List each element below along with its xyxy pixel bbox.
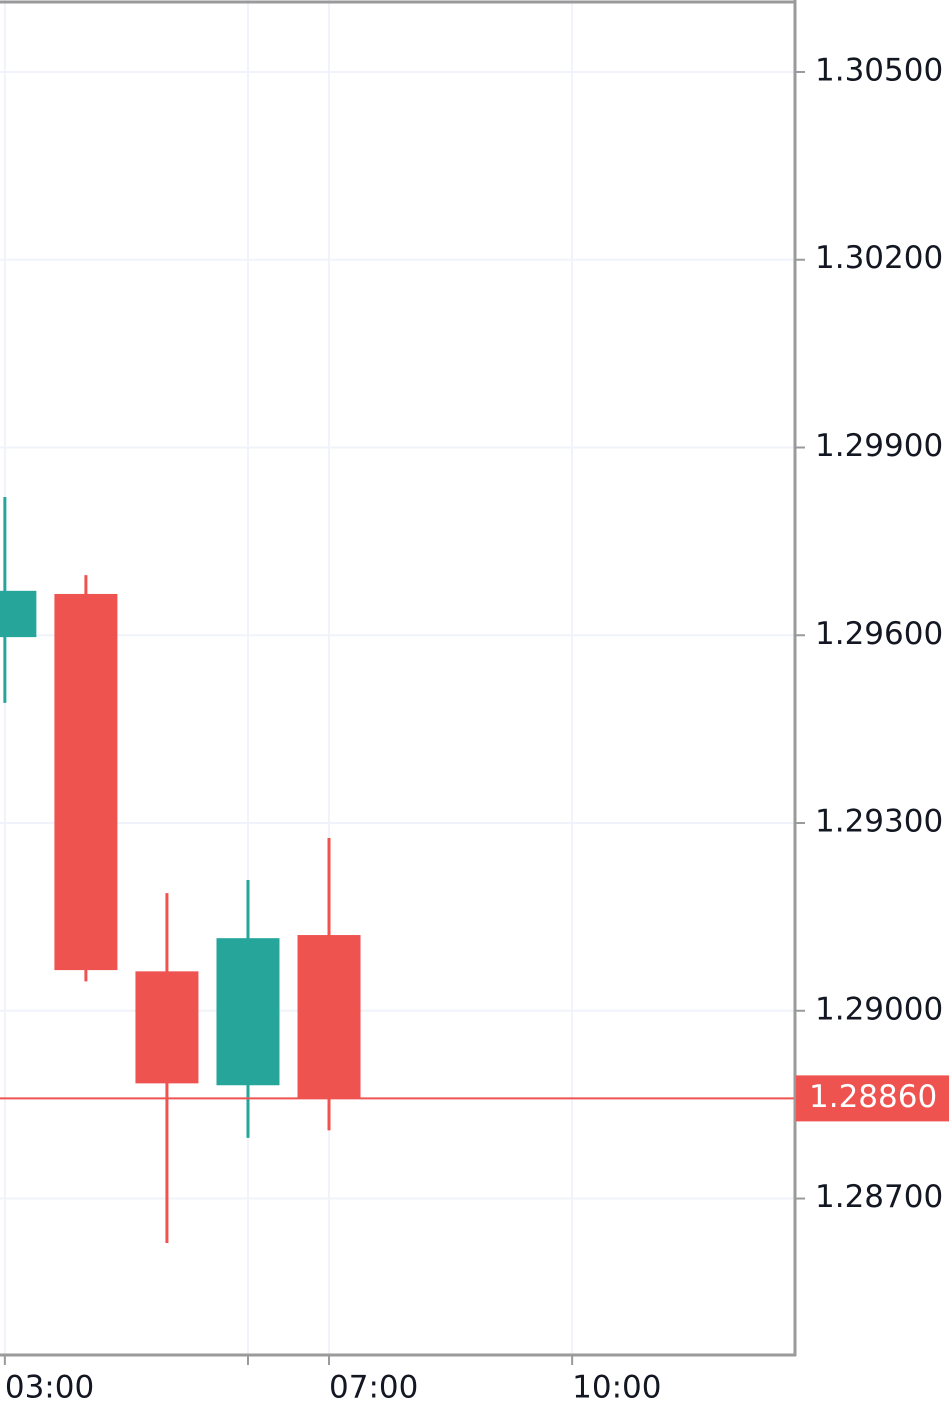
y-tick-label: 1.28700 bbox=[815, 1179, 943, 1215]
y-tick-label: 1.30500 bbox=[815, 52, 943, 88]
candle-body bbox=[135, 971, 199, 1084]
plot-area bbox=[0, 496, 795, 1243]
axes: 1.30500 1.30200 1.29900 1.29600 1.29300 1.290… bbox=[3, 52, 949, 1406]
x-tick-label: 03:00 bbox=[5, 1370, 94, 1406]
grid bbox=[0, 0, 795, 1355]
candle-body bbox=[216, 938, 280, 1086]
y-tick-label: 1.29300 bbox=[815, 804, 943, 840]
candle-body bbox=[0, 590, 37, 638]
last-price-box bbox=[796, 1075, 949, 1122]
candle-body bbox=[297, 935, 361, 1099]
y-tick-label: 1.29900 bbox=[815, 428, 943, 464]
x-tick-label: 10:00 bbox=[572, 1370, 661, 1406]
last-price-label: 1.28860 bbox=[809, 1079, 937, 1115]
y-tick-label: 1.30200 bbox=[815, 240, 943, 276]
x-tick-label: 07:00 bbox=[329, 1370, 418, 1406]
y-tick-label: 1.29000 bbox=[815, 991, 943, 1027]
y-tick-label: 1.29600 bbox=[815, 616, 943, 652]
candle-body bbox=[54, 593, 118, 971]
